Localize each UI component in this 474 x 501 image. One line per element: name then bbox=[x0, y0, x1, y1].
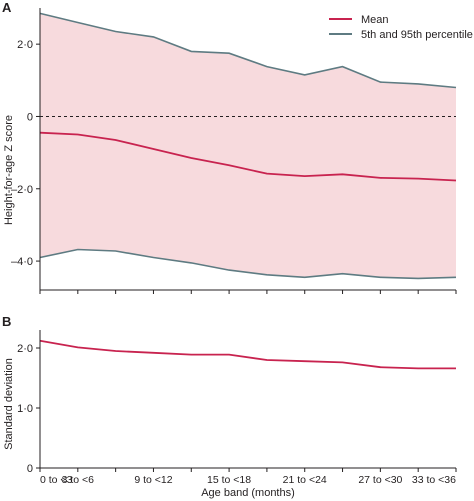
panel-b: B Standard deviation Age band (months) 0… bbox=[2, 314, 457, 499]
panel-a-y-tick-label: 0 bbox=[27, 111, 33, 123]
x-tick-label: 33 to <36 bbox=[412, 474, 456, 486]
panel-b-y-tick-label: 1·0 bbox=[17, 403, 33, 415]
series-95th-percentile-line bbox=[39, 12, 457, 89]
panel-a-label: A bbox=[2, 0, 12, 15]
panel-b-y-tick-label: 0 bbox=[27, 463, 33, 475]
legend-mean-label: Mean bbox=[361, 14, 389, 26]
x-tick-label: 15 to <18 bbox=[207, 474, 251, 486]
x-axis-title: Age band (months) bbox=[201, 487, 295, 499]
percentile-band bbox=[40, 13, 456, 279]
x-tick-label: 9 to <12 bbox=[134, 474, 172, 486]
panel-a-ylabel: Height-for-age Z score bbox=[3, 115, 15, 225]
x-tick-label: 27 to <30 bbox=[358, 474, 402, 486]
panel-a-y-tick-label: 2·0 bbox=[17, 39, 33, 51]
panel-a-y-tick-label: –2·0 bbox=[11, 184, 33, 196]
legend: Mean 5th and 95th percentile bbox=[329, 14, 473, 41]
x-tick-label: 3 to <6 bbox=[62, 474, 95, 486]
panel-b-label: B bbox=[2, 314, 11, 329]
series-5th-percentile-line bbox=[39, 248, 457, 280]
series-mean-line bbox=[39, 131, 457, 182]
x-tick-label: 0 to <3 bbox=[40, 474, 73, 486]
x-tick-label: 21 to <24 bbox=[283, 474, 327, 486]
series-sd-line bbox=[39, 339, 456, 370]
panel-a-y-tick-label: –4·0 bbox=[11, 256, 33, 268]
legend-percentile-label: 5th and 95th percentile bbox=[361, 29, 473, 41]
panel-b-y-tick-label: 2·0 bbox=[17, 343, 33, 355]
panel-b-ylabel: Standard deviation bbox=[3, 358, 15, 450]
panel-a: A Height-for-age Z score Mean 5th and 95… bbox=[2, 0, 473, 294]
